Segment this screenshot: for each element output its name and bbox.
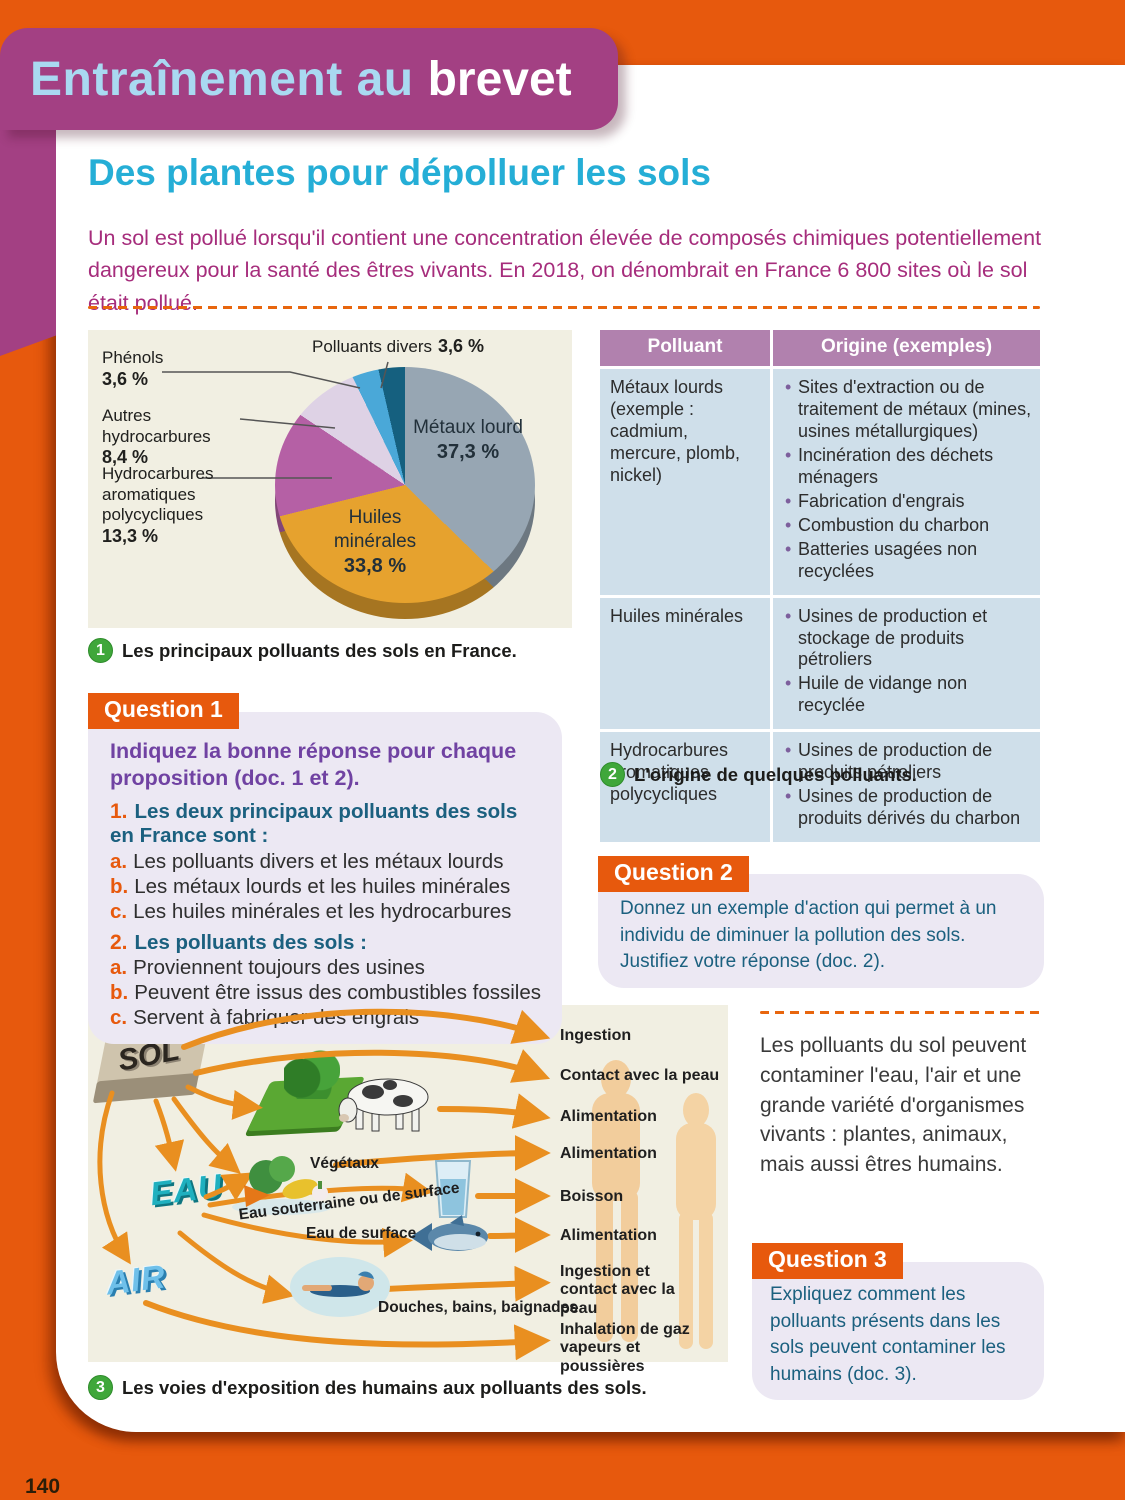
eau-surface-label: Eau de surface <box>306 1225 417 1242</box>
intro-paragraph: Un sol est pollué lorsqu'il contient une… <box>88 226 1042 315</box>
route-label: Boisson <box>560 1188 624 1205</box>
table-cell-origines: Sites d'extraction ou de traitement de m… <box>773 369 1040 595</box>
pie-label-hap: Hydrocarbures aromatiques polycycliques 1… <box>102 464 214 547</box>
question1-prompt: Indiquez la bonne réponse pour chaque pr… <box>110 739 517 790</box>
pie-leader-lines <box>162 361 389 479</box>
pie-label-phenols: Phénols 3,6 % <box>102 348 164 389</box>
water-glass-icon <box>434 1160 472 1218</box>
route-label: Alimentation <box>560 1108 657 1125</box>
doc3-badge: 3 <box>88 1375 113 1400</box>
fish-illustration <box>410 1215 488 1251</box>
doc2-caption: 2 L'origine de quelques polluants. <box>600 762 1040 787</box>
route-label: Contact avec la peau <box>560 1067 720 1084</box>
banner-text-light: Entraînement au <box>30 52 414 106</box>
pie-label-polluants-divers: Polluants divers 3,6 % <box>312 336 485 356</box>
origin-item: Incinération des déchets ménagers <box>783 445 1032 489</box>
question1-item: 2. Les polluants des sols : <box>110 930 367 954</box>
chapter-banner: Entraînement au brevet <box>0 28 618 130</box>
table-cell-origines: Usines de production et stockage de prod… <box>773 597 1040 730</box>
question1-tag: Question 1 <box>88 693 239 729</box>
side-note: Les polluants du sol peuvent contaminer … <box>760 1034 1027 1177</box>
doc3-diagram-panel: SOL EAU AIR <box>88 1005 728 1375</box>
left-purple-strip <box>0 100 56 356</box>
origin-item: Fabrication d'engrais <box>783 491 1032 513</box>
origin-item: Huile de vidange non recyclée <box>783 673 1032 717</box>
question1-item: 1. Les deux principaux polluants des sols… <box>110 799 518 848</box>
route-label: Alimentation <box>560 1227 657 1244</box>
female-silhouette <box>676 1093 716 1349</box>
question3-tag: Question 3 <box>752 1243 903 1279</box>
question1-option: b. Les métaux lourds et les huiles minéra… <box>110 874 511 898</box>
table-cell-polluant: Huiles minérales <box>600 597 770 730</box>
vegetaux-label: Végétaux <box>310 1155 379 1172</box>
question1-option: b. Peuvent être issus des combustibles fo… <box>110 981 541 1005</box>
origin-item: Sites d'extraction ou de traitement de m… <box>783 377 1032 443</box>
origin-item: Usines de production de produits dérivés… <box>783 786 1032 830</box>
question2-box: Donnez un exemple d'action qui permet à … <box>598 874 1044 988</box>
doc3-caption: 3 Les voies d'exposition des humains aux… <box>88 1375 728 1400</box>
douches-label: Douches, bains, baignades <box>378 1299 578 1316</box>
route-label: Alimentation <box>560 1145 657 1162</box>
question2-text: Donnez un exemple d'action qui permet à … <box>620 898 997 973</box>
exposure-arrows <box>97 1008 551 1361</box>
origin-item: Combustion du charbon <box>783 515 1032 537</box>
male-silhouette <box>592 1060 640 1342</box>
question3-text: Expliquez comment les polluants présents… <box>770 1284 1006 1385</box>
question1-option: a. Les polluants divers et les métaux lou… <box>110 849 504 873</box>
human-silhouettes <box>592 1060 716 1349</box>
pie-chart <box>275 367 535 603</box>
route-label: Ingestion <box>560 1027 632 1044</box>
pie-label-huiles-minerales: Huiles minérales 33,8 % <box>333 507 417 577</box>
origin-item: Batteries usagées non recyclées <box>783 539 1032 583</box>
table-cell-polluant: Hydrocarbures aromatiques polycycliques <box>600 732 770 843</box>
page-title: Des plantes pour dépolluer les sols <box>88 152 712 193</box>
question1-box: Indiquez la bonne réponse pour chaque pr… <box>88 712 562 1045</box>
question1-option: c. Les huiles minérales et les hydrocarbu… <box>110 899 512 923</box>
origin-item: Usines de production et stockage de prod… <box>783 606 1032 672</box>
doc1-caption: 1 Les principaux polluants des sols en F… <box>88 638 568 663</box>
table-header-origine: Origine (exemples) <box>773 330 1040 366</box>
cow-illustration <box>338 1078 429 1132</box>
table-header-polluant: Polluant <box>600 330 770 366</box>
doc1-badge: 1 <box>88 638 113 663</box>
origin-item: Usines de production de produits pétroli… <box>783 740 1032 784</box>
question3-box: Expliquez comment les polluants présents… <box>752 1262 1044 1401</box>
question2-tag: Question 2 <box>598 856 749 892</box>
dashed-separator-side <box>760 1011 1040 1014</box>
route-label: Inhalation de gaz vapeurs et poussières <box>560 1321 690 1375</box>
banner-text-bold: brevet <box>427 52 572 106</box>
pollutant-table: Polluant Origine (exemples) Métaux lourd… <box>600 330 1040 843</box>
route-label: Ingestion et contact avec la peau <box>560 1263 675 1317</box>
doc2-badge: 2 <box>600 762 625 787</box>
question1-option: a. Proviennent toujours des usines <box>110 956 425 980</box>
pie-label-autres-hydrocarbures: Autres hydrocarbures 8,4 % <box>102 406 211 468</box>
table-cell-polluant: Métaux lourds (exemple : cadmium, mercur… <box>600 369 770 595</box>
swimmer-illustration <box>290 1257 390 1317</box>
page-number: 140 <box>25 1475 61 1498</box>
doc1-pie-panel: Polluants divers 3,6 % Phénols 3,6 % Autre… <box>88 330 572 628</box>
pie-label-metaux-lourd: Métaux lourd 37,3 % <box>413 417 523 463</box>
dashed-separator <box>88 306 1040 309</box>
table-cell-origines: Usines de production de produits pétroli… <box>773 732 1040 843</box>
